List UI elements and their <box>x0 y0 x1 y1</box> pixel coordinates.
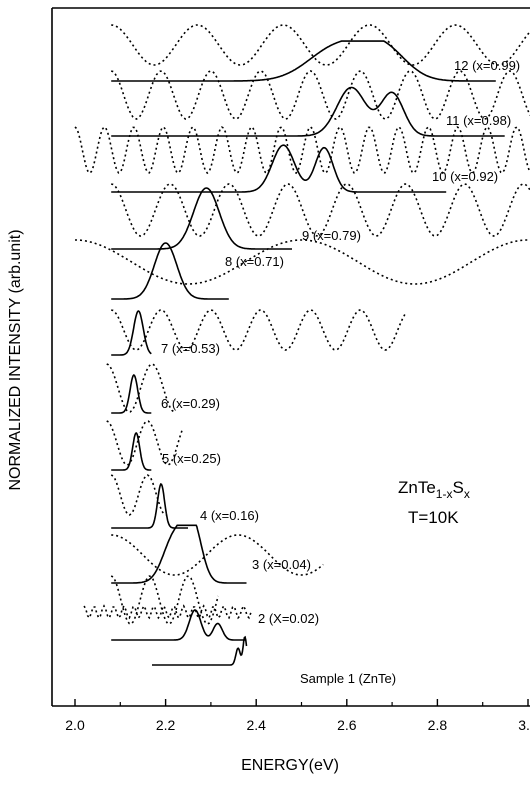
spectrum-8 <box>111 242 229 300</box>
fringe-5 <box>106 420 184 466</box>
spectrum-label-4: 4 (x=0.16) <box>200 508 259 523</box>
spectrum-3 <box>111 524 247 584</box>
spectrum-label-7: 7 (x=0.53) <box>161 341 220 356</box>
x-tick-label-5: 3.0 <box>518 717 530 733</box>
material-s-sub: x <box>464 487 470 501</box>
fringe-11 <box>110 70 530 120</box>
spectrum-1 <box>152 635 248 666</box>
fringe-3 <box>111 534 324 576</box>
fringe-8 <box>75 239 530 285</box>
x-tick-label-0: 2.0 <box>65 717 85 733</box>
spectrum-label-6: 6 (x=0.29) <box>161 396 220 411</box>
x-tick-label-2: 2.4 <box>246 717 266 733</box>
fringe-7 <box>110 309 406 351</box>
spectrum-7 <box>111 310 152 356</box>
spectrum-2 <box>111 609 247 641</box>
spectrum-label-8: 8 (x=0.71) <box>225 254 284 269</box>
spectrum-label-9: 9 (x=0.79) <box>302 228 361 243</box>
spectrum-label-12: 12 (x=0.99) <box>454 58 520 73</box>
spectrum-label-5: 5 (x=0.25) <box>162 451 221 466</box>
spectrum-label-11: 11 (x=0.98) <box>446 113 511 128</box>
x-tick-label-4: 2.8 <box>428 717 448 733</box>
fringe-9 <box>110 183 530 237</box>
material-annotation: ZnTe1-xSx <box>398 478 470 501</box>
spectrum-label-3: 3 (x=0.04) <box>252 557 311 572</box>
material-s: S <box>452 478 463 497</box>
x-ticks: 2.0 2.2 2.4 2.6 2.8 3.0 <box>65 699 530 733</box>
spectrum-11 <box>111 86 505 137</box>
spectrum-12 <box>111 40 496 82</box>
spectrum-6 <box>111 374 152 414</box>
material-sub: 1-x <box>436 487 453 501</box>
plot-frame <box>51 7 530 707</box>
x-tick-label-3: 2.6 <box>337 717 357 733</box>
material-main: ZnTe <box>398 478 436 497</box>
fringe-10 <box>74 125 530 175</box>
spectrum-label-10: 10 (x=0.92) <box>432 169 498 184</box>
spectrum-9 <box>111 187 292 250</box>
x-axis-title: ENERGY(eV) <box>241 757 339 774</box>
spectra <box>74 24 530 666</box>
fringe-4 <box>110 474 166 516</box>
y-axis-title: NORMALIZED INTENSITY (arb.unit) <box>7 229 24 490</box>
fringe-1 <box>83 604 252 620</box>
x-tick-label-1: 2.2 <box>156 717 176 733</box>
spectrum-10 <box>111 144 447 193</box>
spectrum-label-1: Sample 1 (ZnTe) <box>300 671 396 686</box>
spectrum-label-2: 2 (X=0.02) <box>258 611 319 626</box>
spectrum-4 <box>111 483 188 529</box>
fringe-2 <box>110 575 219 625</box>
fringe-6 <box>106 363 175 413</box>
fringe-12 <box>111 24 530 66</box>
temperature-annotation: T=10K <box>408 508 459 527</box>
spectrum-5 <box>111 432 152 471</box>
spectrum-labels: Sample 1 (ZnTe) 2 (X=0.02) 3 (x=0.04) 4 (x=… <box>161 58 520 686</box>
